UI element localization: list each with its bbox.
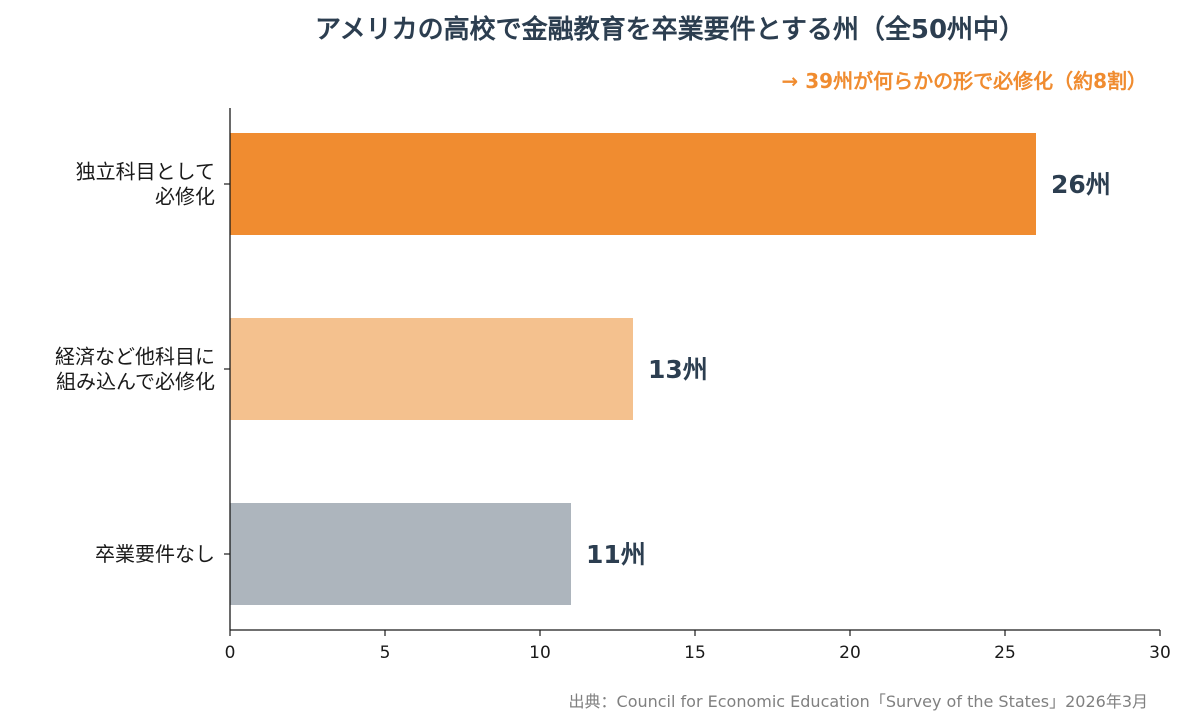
value-label-1: 13州	[648, 355, 708, 384]
category-label-0-1: 必修化	[155, 185, 215, 209]
chart-annotation: → 39州が何らかの形で必修化（約8割）	[782, 69, 1147, 93]
bar-1	[230, 318, 633, 420]
value-label-2: 11州	[586, 540, 646, 569]
bars-group: 26州 13州 11州	[230, 133, 1111, 605]
x-tick-label-0: 0	[225, 643, 236, 663]
x-tick-label-5: 25	[994, 643, 1016, 663]
chart-title: アメリカの高校で金融教育を卒業要件とする州（全50州中）	[315, 14, 1025, 45]
x-tick-label-2: 10	[529, 643, 551, 663]
bar-0	[230, 133, 1036, 235]
category-label-0-0: 独立科目として	[76, 160, 215, 184]
x-tick-label-6: 30	[1149, 643, 1171, 663]
chart-source: 出典：Council for Economic Education「Survey…	[569, 692, 1148, 711]
x-tick-label-4: 20	[839, 643, 861, 663]
category-label-1-0: 経済など他科目に	[55, 345, 215, 369]
x-tick-label-1: 5	[380, 643, 391, 663]
category-label-1-1: 組み込んで必修化	[56, 370, 215, 394]
x-tick-label-3: 15	[684, 643, 706, 663]
category-label-2-0: 卒業要件なし	[95, 542, 215, 566]
value-label-0: 26州	[1051, 170, 1111, 199]
bar-2	[230, 503, 571, 605]
